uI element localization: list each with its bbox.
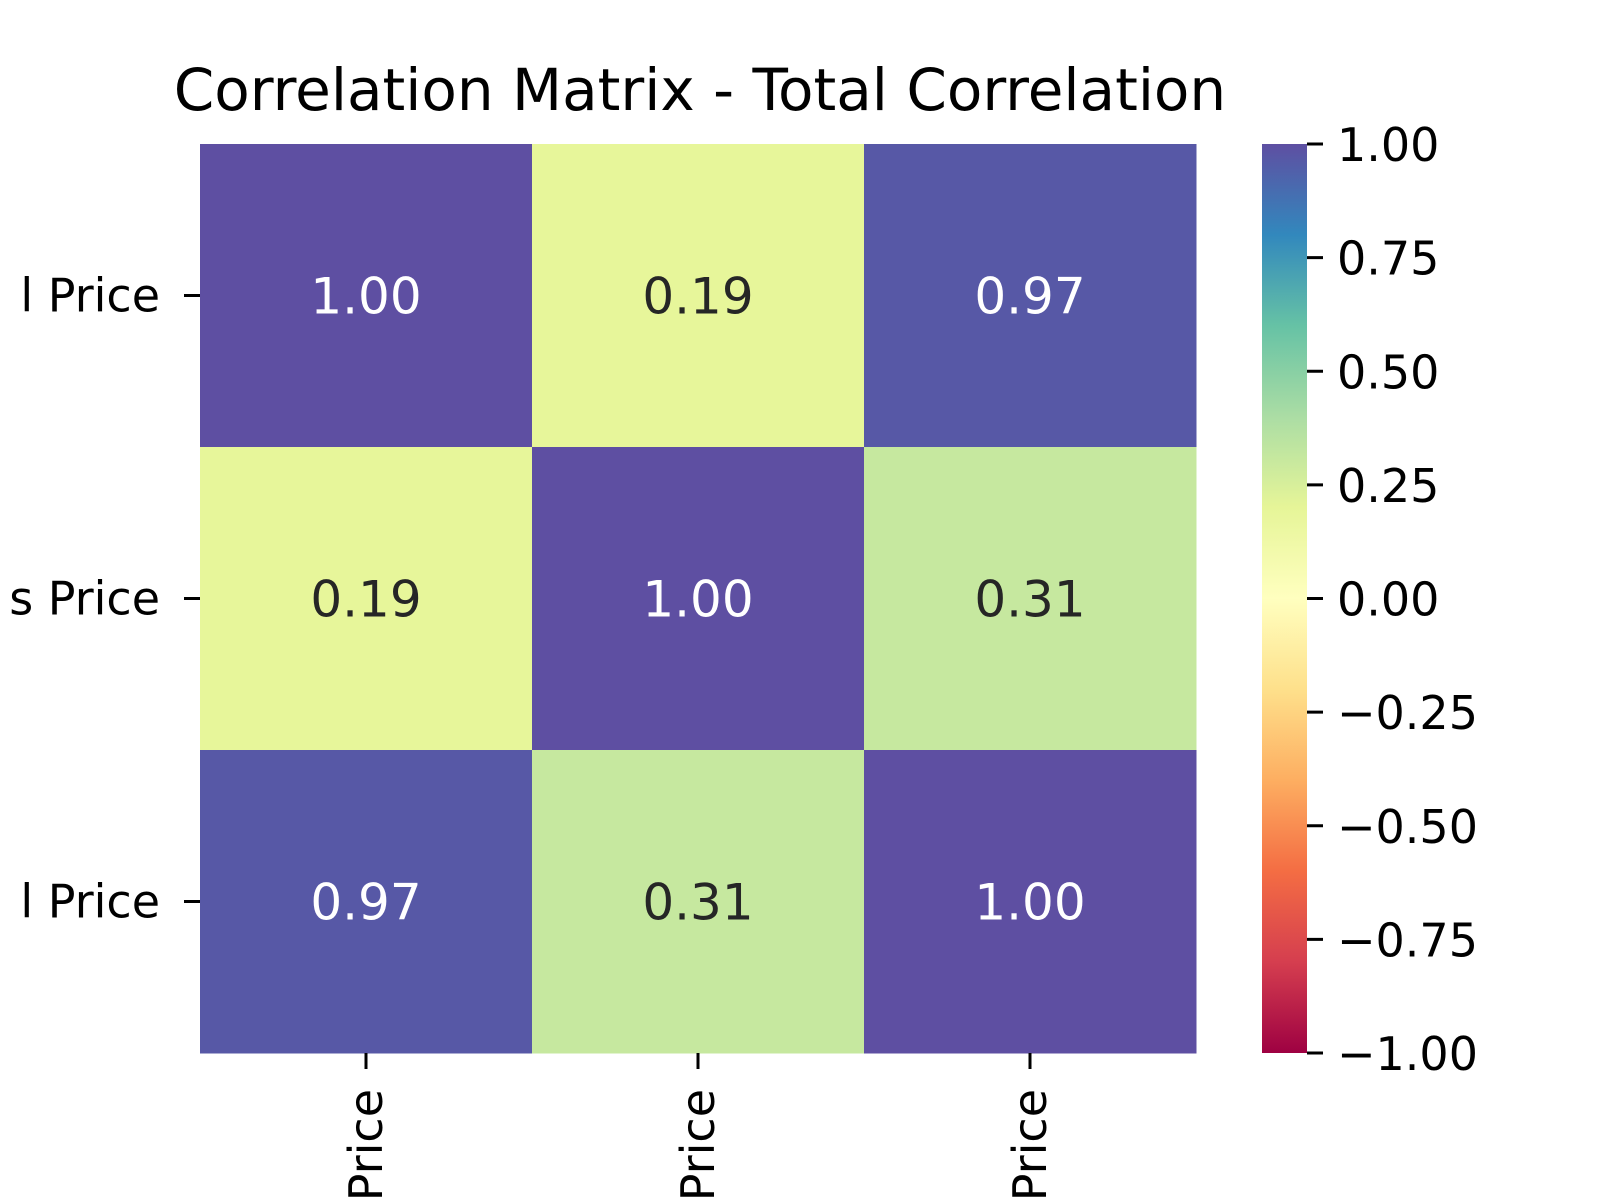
cell-value-label-r1-c2: 0.19 bbox=[642, 268, 753, 326]
cell-value-label-r2-c2: 1.00 bbox=[642, 571, 753, 629]
heatmap-cell-r1-c2 bbox=[532, 144, 865, 448]
row-tick-label: l Price bbox=[20, 269, 160, 323]
colorbar-tick-label: −0.50 bbox=[1337, 800, 1478, 854]
heatmap-cell-r3-c2 bbox=[532, 750, 865, 1054]
colorbar-gradient bbox=[1262, 144, 1307, 1053]
column-tick-label: Price bbox=[339, 1089, 393, 1200]
heatmap-cell-r3-c3 bbox=[864, 750, 1197, 1054]
heatmap-cell-r2-c2 bbox=[532, 447, 865, 751]
colorbar-tick-label: 0.50 bbox=[1337, 345, 1439, 399]
heatmap-cells: 1.00 0.19 0.97 0.19 1.00 0.31 0.97 0.31 1.00 bbox=[200, 144, 1197, 1054]
row-tick-label: l Price bbox=[20, 875, 160, 929]
heatmap-cell-r3-c1 bbox=[200, 750, 533, 1054]
row-axis: l Price s Price l Price bbox=[9, 269, 200, 929]
colorbar: 1.00 0.75 0.50 0.25 0.00 −0.25 −0.50 −0.75 −1.00 bbox=[1262, 118, 1478, 1081]
cell-value-label-r3-c1: 0.97 bbox=[310, 874, 421, 932]
heatmap-cell-r1-c1 bbox=[200, 144, 533, 448]
colorbar-tick-label: 0.75 bbox=[1337, 232, 1439, 286]
colorbar-tick-label: 0.25 bbox=[1337, 459, 1439, 513]
heatmap-cell-r1-c3 bbox=[864, 144, 1197, 448]
cell-value-label-r2-c1: 0.19 bbox=[310, 571, 421, 629]
heatmap-cell-r2-c1 bbox=[200, 447, 533, 751]
cell-value-label-r1-c3: 0.97 bbox=[974, 268, 1085, 326]
column-tick-label: Price bbox=[671, 1089, 725, 1200]
chart-title: Correlation Matrix - Total Correlation bbox=[174, 56, 1226, 124]
colorbar-tick-label: −0.75 bbox=[1337, 913, 1478, 967]
column-axis: Price Price Price bbox=[339, 1053, 1057, 1200]
cell-value-label-r1-c1: 1.00 bbox=[310, 268, 421, 326]
column-tick-label: Price bbox=[1003, 1089, 1057, 1200]
row-tick-label: s Price bbox=[9, 572, 160, 626]
colorbar-tick-label: −1.00 bbox=[1337, 1027, 1478, 1081]
colorbar-tick-label: −0.25 bbox=[1337, 686, 1478, 740]
cell-value-label-r3-c3: 1.00 bbox=[974, 874, 1085, 932]
cell-value-label-r2-c3: 0.31 bbox=[974, 571, 1085, 629]
colorbar-tick-label: 0.00 bbox=[1337, 573, 1439, 627]
cell-value-label-r3-c2: 0.31 bbox=[642, 874, 753, 932]
colorbar-tick-label: 1.00 bbox=[1337, 118, 1439, 172]
heatmap-cell-r2-c3 bbox=[864, 447, 1197, 751]
